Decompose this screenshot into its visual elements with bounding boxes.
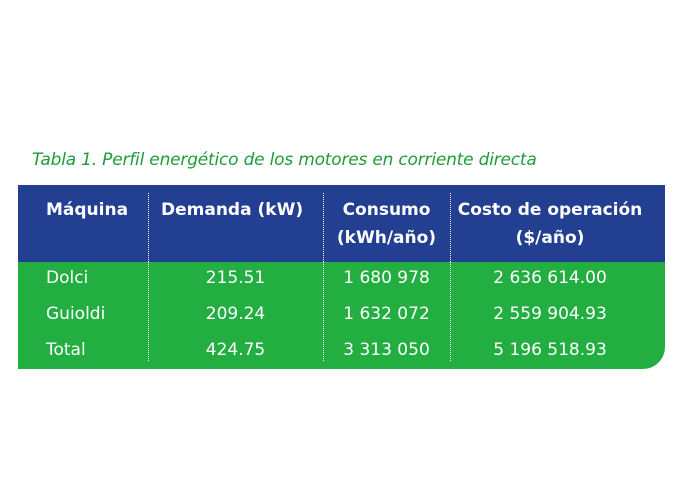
row-dolci-consumo: 1 680 978 (343, 268, 430, 288)
row-total-consumo: 3 313 050 (343, 340, 430, 360)
header-consumo-unit: (kWh/año) (336, 228, 437, 248)
table-header: Máquina Demanda (kW) Consumo (kWh/año) C… (18, 185, 665, 262)
header-consumo: Consumo (342, 200, 431, 220)
row-dolci-demanda: 215.51 (205, 268, 266, 288)
energy-table: Máquina Demanda (kW) Consumo (kWh/año) C… (18, 185, 665, 369)
header-costo-unit: ($/año) (515, 228, 585, 248)
table-body: Dolci 215.51 1 680 978 2 636 614.00 Guio… (18, 262, 665, 369)
row-dolci-maquina: Dolci (46, 268, 89, 288)
table-caption: Tabla 1. Perfil energético de los motore… (32, 150, 537, 170)
header-maquina: Máquina (46, 200, 129, 220)
row-guioldi-costo: 2 559 904.93 (493, 304, 607, 324)
row-dolci-costo: 2 636 614.00 (493, 268, 607, 288)
row-guioldi-demanda: 209.24 (205, 304, 266, 324)
header-costo: Costo de operación (457, 200, 643, 220)
header-demanda: Demanda (kW) (161, 200, 304, 220)
row-total-demanda: 424.75 (205, 340, 266, 360)
row-total-costo: 5 196 518.93 (493, 340, 607, 360)
row-guioldi-maquina: Guioldi (46, 304, 106, 324)
row-total-maquina: Total (46, 340, 86, 360)
row-guioldi-consumo: 1 632 072 (343, 304, 430, 324)
